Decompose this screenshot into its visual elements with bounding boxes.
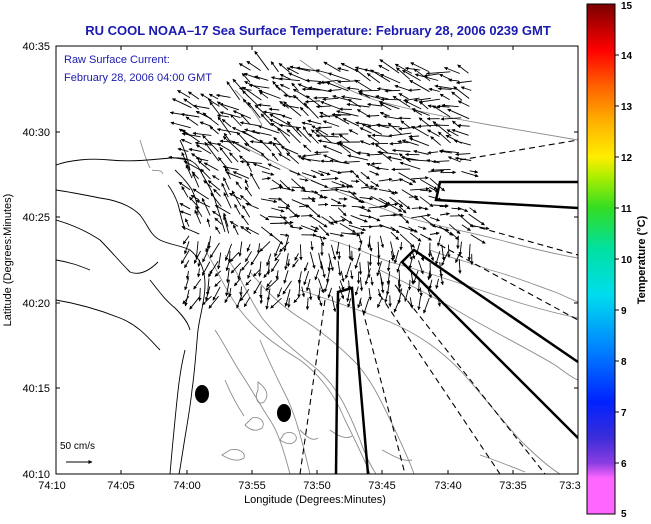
colorbar-tick-label: 14: [621, 51, 633, 62]
x-tick-label: 74:05: [107, 480, 135, 492]
current-vector: [458, 236, 459, 249]
colorbar-ticks: [615, 55, 619, 463]
x-tick-label: 73:55: [238, 480, 266, 492]
x-tick-label: 73:40: [434, 480, 462, 492]
current-vector: [409, 280, 410, 290]
x-axis-label: Longitude (Degrees:Minutes): [244, 494, 386, 506]
x-tick-label: 73:35: [499, 480, 527, 492]
current-vector: [351, 181, 359, 182]
current-vector: [319, 197, 327, 198]
scale-label: 50 cm/s: [60, 441, 95, 452]
colorbar-tick-label: 9: [621, 306, 627, 317]
x-tick-label: 73:45: [368, 480, 396, 492]
plot-area: [56, 46, 578, 474]
colorbar-tick-label: 12: [621, 153, 633, 164]
colorbar-tick-label: 8: [621, 357, 627, 368]
current-vector: [316, 106, 331, 107]
x-tick-label: 73:50: [303, 480, 331, 492]
y-axis-label: Latitude (Degrees:Minutes): [2, 194, 14, 327]
current-vector: [370, 254, 371, 266]
current-vector: [261, 286, 262, 298]
colorbar-tick-label: 15: [621, 1, 633, 12]
overlay-label-date: February 28, 2006 04:00 GMT: [64, 72, 212, 84]
colorbar-tick-label: 13: [621, 102, 633, 113]
colorbar-tick-label: 5: [621, 509, 627, 519]
station-marker: [277, 404, 291, 422]
colorbar-tick-label: 6: [621, 459, 627, 470]
current-vector: [269, 199, 282, 200]
current-vector: [332, 115, 351, 116]
current-vector: [448, 245, 449, 258]
x-tick-label: 74:00: [173, 480, 201, 492]
x-tick-label: 74:10: [38, 480, 66, 492]
y-tick-label: 40:35: [22, 41, 50, 53]
y-tick-label: 40:30: [22, 127, 50, 139]
colorbar-label: Temperature (°C): [636, 215, 648, 304]
station-marker: [195, 385, 209, 403]
y-tick-label: 40:20: [22, 298, 50, 310]
current-vector: [339, 109, 352, 110]
y-tick-label: 40:15: [22, 383, 50, 395]
current-vector: [229, 251, 230, 263]
overlay-label-current: Raw Surface Current:: [64, 54, 170, 66]
x-tick-label: 73:3: [559, 480, 580, 492]
map-title: RU COOL NOAA–17 Sea Surface Temperature:…: [85, 23, 551, 38]
colorbar-tick-label: 10: [621, 255, 633, 266]
colorbar-tick-label: 7: [621, 408, 627, 419]
y-tick-label: 40:25: [22, 212, 50, 224]
temperature-colorbar: [587, 4, 615, 514]
colorbar-tick-label: 11: [621, 204, 632, 215]
